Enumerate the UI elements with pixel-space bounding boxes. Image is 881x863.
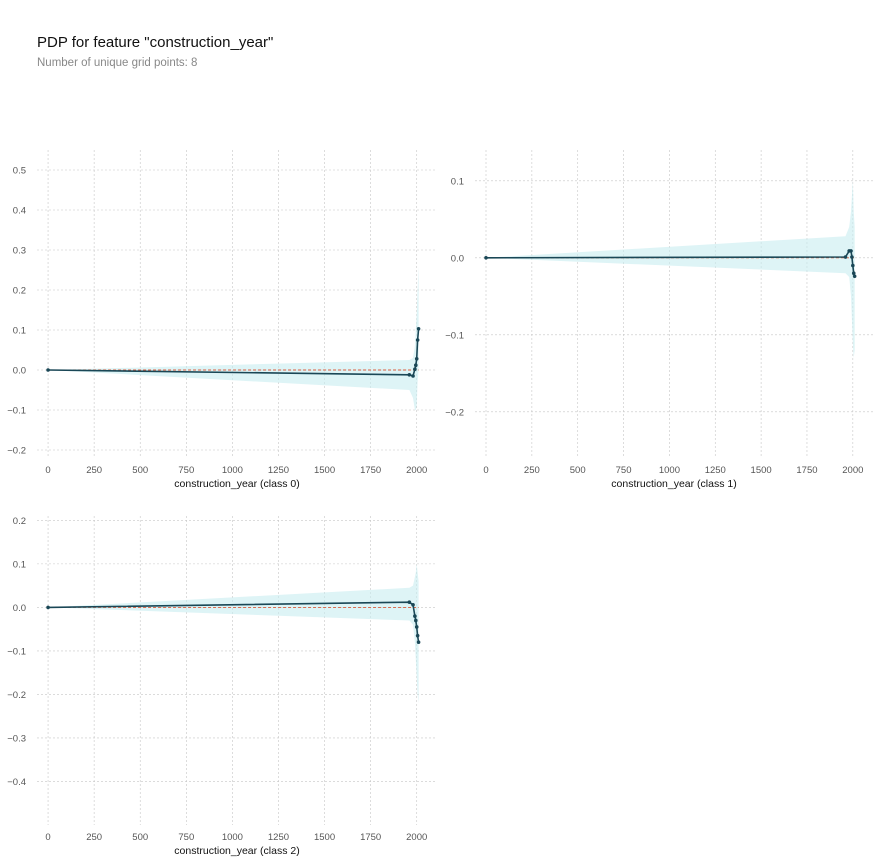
pdp-point [46, 368, 50, 372]
pdp-point [411, 374, 415, 378]
x-axis-title: construction_year (class 1) [611, 478, 736, 490]
figure-title: PDP for feature "construction_year" [37, 34, 274, 51]
pdp-point [414, 363, 418, 368]
y-tick-label: 0.5 [13, 166, 26, 177]
pdp-point [843, 255, 848, 259]
y-tick-label: 0.2 [13, 516, 26, 527]
x-tick-label: 1250 [268, 465, 289, 476]
y-tick-label: 0.1 [13, 559, 26, 570]
y-tick-label: −0.1 [445, 330, 464, 341]
y-tick-label: −0.1 [7, 646, 26, 657]
y-tick-label: −0.2 [445, 407, 464, 418]
x-tick-label: 750 [178, 832, 194, 843]
y-tick-label: 0.3 [13, 246, 26, 257]
x-axis-title: construction_year (class 2) [174, 845, 299, 857]
x-tick-label: 250 [86, 832, 102, 843]
x-tick-label: 500 [570, 465, 586, 476]
pdp-point [484, 255, 488, 260]
x-tick-label: 0 [45, 465, 50, 476]
pdp-point [46, 605, 50, 610]
pdp-point [849, 249, 853, 253]
pdp-panel-class-0: 0 250 500 750 1000 1250 1500 1750 2000 −0.2 −0.1 0.… [7, 150, 437, 490]
pdp-point [407, 373, 412, 377]
pdp-point [851, 263, 855, 268]
y-tick-label: −0.1 [7, 406, 26, 417]
confidence-band [48, 266, 419, 410]
y-tick-label: −0.2 [7, 446, 26, 457]
y-tick-label: −0.3 [7, 733, 26, 744]
x-tick-label: 500 [132, 832, 148, 843]
x-tick-label: 1000 [222, 465, 243, 476]
pdp-point [416, 640, 421, 645]
y-tick-label: −0.4 [7, 777, 26, 788]
x-tick-label: 1750 [360, 832, 381, 843]
x-tick-label: 500 [132, 465, 148, 476]
pdp-panel-class-2: 0 250 500 750 1000 1250 1500 1750 2000 −0.4 −0.3 −0… [7, 516, 437, 857]
pdp-point [852, 274, 857, 279]
y-tick-label: 0.0 [451, 253, 464, 264]
pdp-point [414, 618, 418, 623]
y-tick-label: 0.4 [13, 206, 26, 217]
x-tick-label: 1500 [314, 465, 335, 476]
y-tick-label: 0.0 [13, 603, 26, 614]
y-tick-label: 0.2 [13, 286, 26, 297]
figure-subtitle: Number of unique grid points: 8 [37, 57, 198, 69]
pdp-point [415, 338, 420, 342]
x-tick-label: 750 [178, 465, 194, 476]
pdp-point [407, 600, 412, 604]
pdp-point [851, 271, 856, 276]
y-tick-label: 0.1 [451, 176, 464, 187]
confidence-band [48, 563, 419, 704]
pdp-point [413, 367, 417, 372]
x-axis-title: construction_year (class 0) [174, 478, 299, 490]
y-tick-label: −0.2 [7, 690, 26, 701]
pdp-panel-class-1: 0 250 500 750 1000 1250 1500 1750 2000 −0.2 −0.1 0.… [445, 150, 873, 490]
y-tick-label: 0.0 [13, 366, 26, 377]
x-tick-label: 250 [524, 465, 540, 476]
x-tick-label: 1500 [751, 465, 772, 476]
pdp-point [414, 625, 419, 629]
pdp-point [416, 327, 421, 331]
x-tick-label: 1000 [222, 832, 243, 843]
x-tick-label: 1750 [360, 465, 381, 476]
pdp-point [411, 602, 415, 607]
x-tick-label: 0 [483, 465, 488, 476]
x-tick-label: 1250 [268, 832, 289, 843]
x-tick-label: 250 [86, 465, 102, 476]
pdp-point [415, 633, 420, 638]
pdp-point [850, 255, 854, 259]
x-tick-label: 2000 [842, 465, 863, 476]
x-tick-label: 1750 [796, 465, 817, 476]
confidence-band [486, 180, 855, 358]
x-tick-label: 2000 [406, 832, 427, 843]
x-tick-label: 1000 [659, 465, 680, 476]
x-tick-label: 2000 [406, 465, 427, 476]
x-tick-label: 1500 [314, 832, 335, 843]
y-tick-label: 0.1 [13, 326, 26, 337]
pdp-point [413, 614, 417, 618]
x-tick-label: 750 [616, 465, 632, 476]
x-tick-label: 1250 [705, 465, 726, 476]
x-tick-label: 0 [45, 832, 50, 843]
pdp-point [414, 357, 419, 361]
